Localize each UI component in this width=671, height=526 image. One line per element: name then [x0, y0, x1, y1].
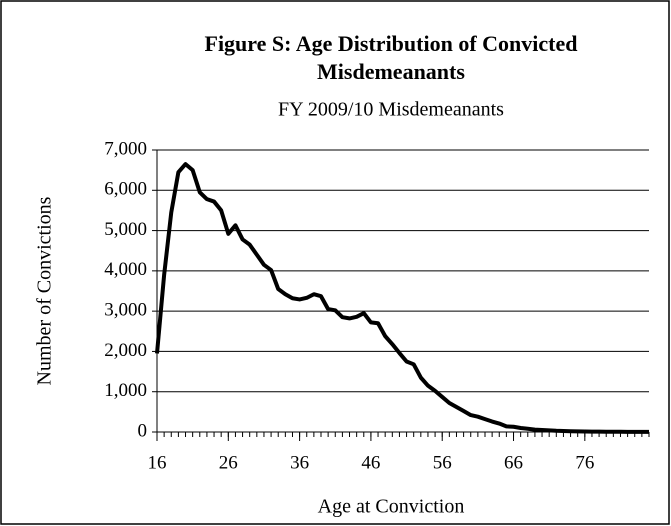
x-tick-label: 46	[361, 452, 380, 473]
y-tick-label: 2,000	[104, 340, 147, 361]
chart-subtitle: FY 2009/10 Misdemeanants	[278, 99, 504, 121]
x-tick-label: 66	[504, 452, 523, 473]
x-tick-label: 76	[575, 452, 594, 473]
y-tick-label: 7,000	[104, 138, 147, 159]
x-tick-label: 16	[148, 452, 167, 473]
x-tick-label: 56	[433, 452, 452, 473]
y-tick-label: 4,000	[104, 259, 147, 280]
y-tick-label: 0	[138, 420, 148, 441]
chart-title: Figure S: Age Distribution of Convicted …	[204, 31, 578, 84]
x-tick-label: 36	[290, 452, 309, 473]
y-tick-label: 5,000	[104, 219, 147, 240]
y-tick-label: 1,000	[104, 380, 147, 401]
y-axis-label: Number of Convictions	[34, 196, 56, 385]
x-tick-label: 26	[219, 452, 238, 473]
data-line	[155, 162, 650, 434]
x-axis-label: Age at Conviction	[318, 496, 465, 518]
y-tick-label: 6,000	[104, 179, 147, 200]
y-tick-label: 3,000	[104, 300, 147, 321]
